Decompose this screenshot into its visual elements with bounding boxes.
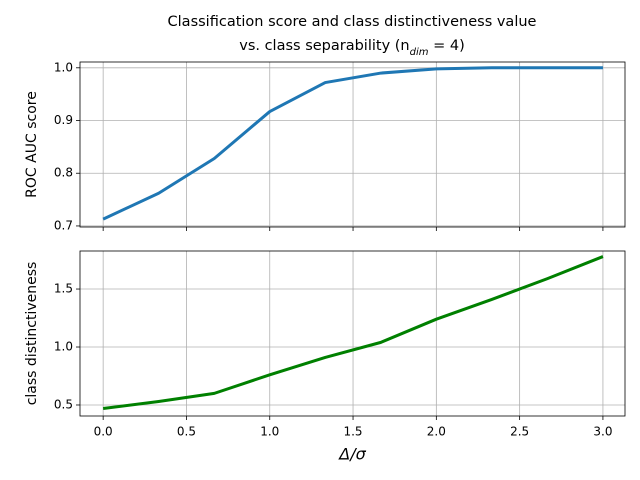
chart-title: Classification score and class distincti…	[168, 14, 537, 30]
x-tick-label: 3.0	[593, 425, 612, 439]
y-axis-label: class distinctiveness	[24, 262, 40, 406]
x-tick-label: 2.0	[427, 425, 446, 439]
axes-frame	[79, 61, 626, 228]
chart-title: vs. class separability (ndim = 4)	[239, 38, 465, 58]
y-tick-label: 0.5	[54, 397, 73, 411]
y-tick-label: 1.0	[54, 60, 73, 74]
y-axis-label: ROC AUC score	[24, 91, 40, 198]
y-tick-label: 1.5	[54, 282, 73, 296]
x-tick-label: 0.5	[177, 425, 196, 439]
y-tick-label: 0.8	[54, 166, 73, 180]
x-tick-label: 1.0	[260, 425, 279, 439]
x-tick-label: 0.0	[94, 425, 113, 439]
axes-frame	[79, 250, 626, 417]
x-tick-label: 2.5	[510, 425, 529, 439]
y-tick-label: 1.0	[54, 340, 73, 354]
x-axis-label: Δ/σ	[337, 445, 366, 464]
y-tick-label: 0.9	[54, 113, 73, 127]
data-line	[102, 255, 604, 410]
data-line	[102, 66, 603, 221]
x-tick-label: 1.5	[343, 425, 362, 439]
y-tick-label: 0.7	[54, 218, 73, 232]
